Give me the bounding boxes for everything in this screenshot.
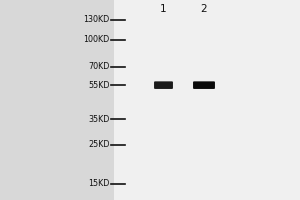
FancyBboxPatch shape xyxy=(193,81,215,89)
Text: 70KD: 70KD xyxy=(88,62,109,71)
Text: 2: 2 xyxy=(201,4,207,14)
Bar xyxy=(114,0,300,200)
FancyBboxPatch shape xyxy=(154,81,173,89)
Text: 100KD: 100KD xyxy=(83,35,110,44)
Text: 1: 1 xyxy=(160,4,167,14)
Text: 25KD: 25KD xyxy=(88,140,110,149)
Text: 15KD: 15KD xyxy=(88,179,109,188)
Text: 55KD: 55KD xyxy=(88,81,110,90)
Text: 35KD: 35KD xyxy=(88,115,109,124)
Text: 130KD: 130KD xyxy=(83,15,110,24)
